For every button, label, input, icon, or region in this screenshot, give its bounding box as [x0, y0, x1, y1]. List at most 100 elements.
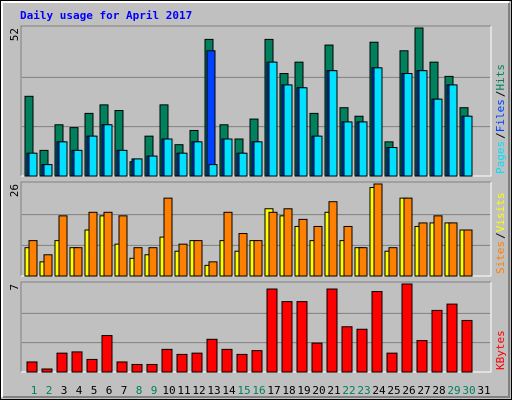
x-tick-label: 20 — [312, 384, 325, 397]
bar — [283, 208, 293, 277]
panel-bevel — [20, 281, 491, 372]
x-tick-label: 27 — [417, 384, 430, 397]
legend-separator: / — [494, 232, 507, 239]
x-tick-label: 2 — [46, 384, 53, 397]
bar — [418, 222, 428, 277]
bar — [223, 138, 233, 177]
y-tick-label: 26 — [8, 184, 21, 197]
bar — [88, 135, 98, 177]
bar — [343, 225, 353, 277]
bar — [103, 211, 113, 277]
x-tick-label: 11 — [177, 384, 190, 397]
bar — [328, 70, 338, 177]
x-tick-label: 31 — [477, 384, 490, 397]
x-tick-label: 1 — [31, 384, 38, 397]
bar — [268, 211, 278, 277]
legend-entry: KBytes — [494, 330, 507, 370]
x-tick-label: 5 — [91, 384, 98, 397]
bar — [193, 240, 203, 277]
x-tick-label: 16 — [252, 384, 265, 397]
x-tick-label: 8 — [136, 384, 143, 397]
bar — [56, 352, 68, 373]
x-tick-label: 7 — [121, 384, 128, 397]
bar — [73, 247, 83, 277]
legend-entry: Visits — [494, 193, 507, 233]
panel-bevel — [20, 181, 491, 276]
bar — [86, 358, 98, 373]
x-tick-label: 4 — [76, 384, 83, 397]
x-tick-label: 13 — [207, 384, 220, 397]
bar — [431, 309, 443, 373]
bar — [328, 201, 338, 277]
bar — [148, 155, 158, 177]
x-tick-label: 12 — [192, 384, 205, 397]
bar — [146, 363, 158, 373]
bar — [253, 240, 263, 277]
bar — [26, 361, 38, 373]
bar — [178, 152, 188, 177]
legend-separator: / — [494, 132, 507, 139]
bar — [28, 240, 38, 277]
x-tick-label: 15 — [237, 384, 250, 397]
bar — [281, 301, 293, 373]
bar — [73, 149, 83, 177]
bar — [131, 363, 143, 373]
bar — [448, 222, 458, 277]
legend-entry: Files — [494, 99, 507, 132]
bar — [58, 141, 68, 177]
bar — [268, 61, 278, 177]
bar — [253, 141, 263, 177]
bar — [341, 326, 353, 373]
bar — [433, 98, 443, 177]
bevel — [3, 3, 510, 398]
bar — [461, 319, 473, 373]
bar — [28, 152, 38, 177]
legend-separator: / — [494, 91, 507, 98]
x-tick-label: 29 — [447, 384, 460, 397]
bar — [71, 351, 83, 373]
chart-title: Daily usage for April 2017 — [20, 9, 192, 22]
bar — [206, 338, 218, 373]
x-tick-label: 17 — [267, 384, 280, 397]
bar — [386, 352, 398, 373]
bar — [208, 164, 218, 177]
x-tick-label: 3 — [61, 384, 68, 397]
bar — [371, 291, 383, 373]
bar — [223, 211, 233, 277]
bar — [116, 361, 128, 373]
x-tick-label: 9 — [151, 384, 158, 397]
x-tick-label: 28 — [432, 384, 445, 397]
bar — [446, 303, 458, 373]
bar — [313, 135, 323, 177]
bar — [401, 283, 413, 373]
legend: KBytes — [494, 330, 507, 370]
bar — [403, 73, 413, 177]
bar — [373, 67, 383, 177]
panel-bevel — [20, 25, 491, 176]
bar — [236, 353, 248, 373]
x-tick-label: 22 — [342, 384, 355, 397]
bar — [311, 342, 323, 373]
bar — [208, 261, 218, 277]
bar — [221, 348, 233, 373]
bar — [343, 121, 353, 177]
legend-entry: Pages — [494, 141, 507, 174]
x-tick-label: 26 — [402, 384, 415, 397]
bar — [118, 215, 128, 277]
x-tick-label: 6 — [106, 384, 113, 397]
bar — [403, 197, 413, 277]
bar — [176, 353, 188, 373]
legend-entry: Sites — [494, 241, 507, 274]
x-tick-label: 24 — [372, 384, 386, 397]
bar — [433, 215, 443, 277]
bar — [103, 124, 113, 177]
bar — [251, 350, 263, 373]
x-tick-label: 25 — [387, 384, 400, 397]
bar — [238, 152, 248, 177]
x-tick-label: 14 — [222, 384, 236, 397]
bar — [416, 340, 428, 373]
bar — [148, 247, 158, 277]
bar — [43, 164, 53, 177]
legend-entry: Hits — [494, 64, 507, 91]
